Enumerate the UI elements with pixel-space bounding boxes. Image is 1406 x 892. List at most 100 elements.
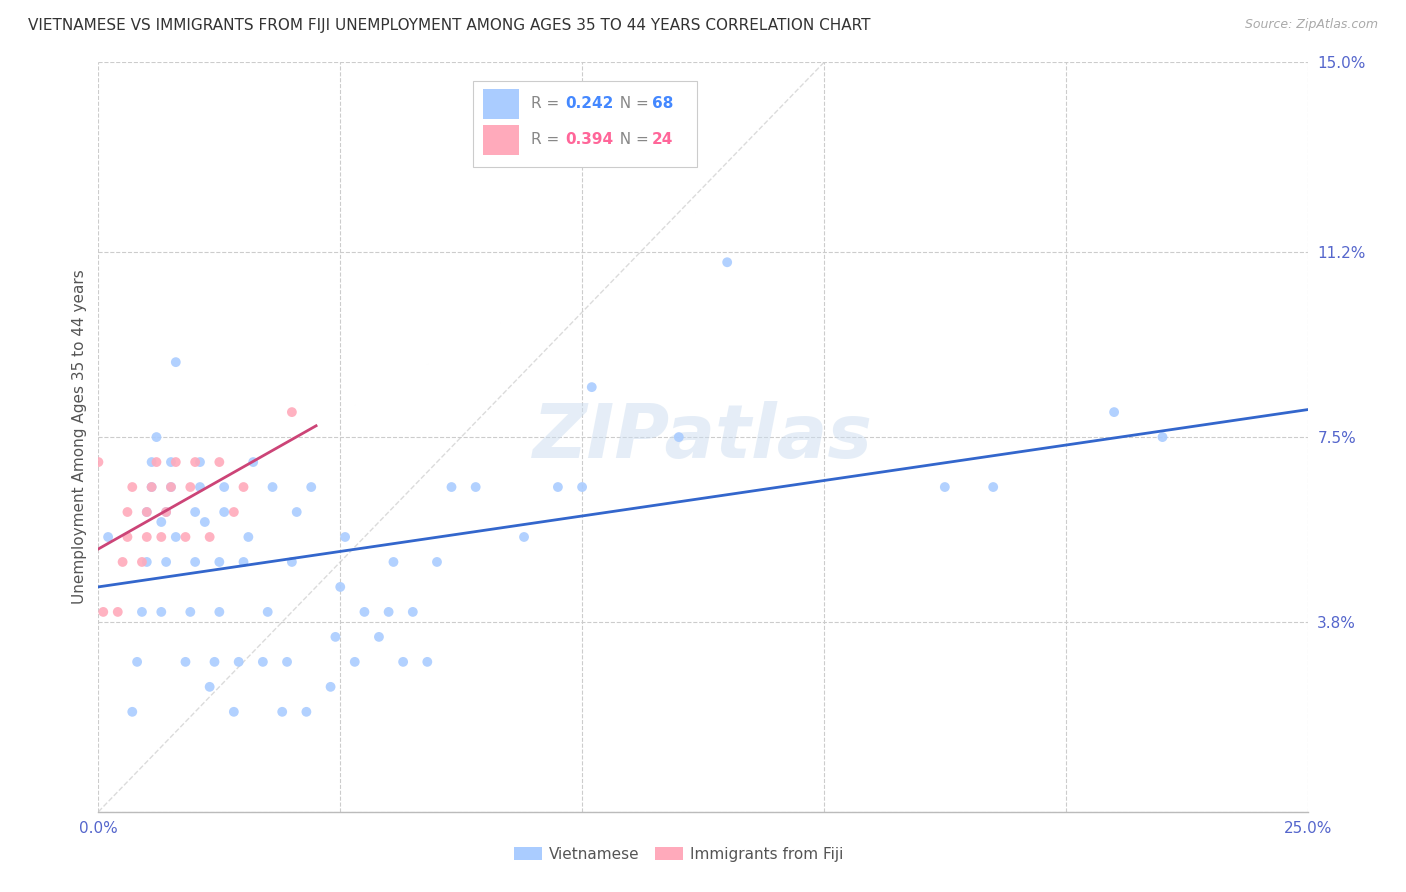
Text: Source: ZipAtlas.com: Source: ZipAtlas.com [1244, 18, 1378, 31]
Point [981, 480, 1004, 494]
Point [513, 530, 536, 544]
Point [174, 655, 197, 669]
Point [329, 580, 352, 594]
Point [131, 555, 153, 569]
Point [165, 355, 187, 369]
Point [135, 555, 157, 569]
Point [392, 655, 415, 669]
Point [276, 655, 298, 669]
Point [212, 480, 235, 494]
Point [165, 455, 187, 469]
Point [281, 555, 304, 569]
Point [238, 530, 260, 544]
Point [188, 480, 211, 494]
Point [121, 480, 143, 494]
Point [204, 655, 226, 669]
Text: N =: N = [610, 132, 654, 147]
Point [135, 505, 157, 519]
Point [208, 555, 231, 569]
Text: 0.394: 0.394 [565, 132, 613, 147]
Point [402, 605, 425, 619]
Point [121, 705, 143, 719]
Point [165, 530, 187, 544]
Point [547, 480, 569, 494]
Point [198, 530, 221, 544]
Point [716, 255, 738, 269]
Point [135, 505, 157, 519]
Point [1102, 405, 1125, 419]
Point [141, 455, 163, 469]
Text: 0.242: 0.242 [565, 96, 613, 112]
Point [1152, 430, 1174, 444]
FancyBboxPatch shape [482, 88, 519, 119]
Point [222, 505, 245, 519]
Point [150, 530, 173, 544]
Point [426, 555, 449, 569]
Point [127, 655, 149, 669]
Point [934, 480, 956, 494]
Text: R =: R = [531, 132, 564, 147]
Point [91, 605, 114, 619]
Point [145, 430, 167, 444]
Text: 24: 24 [652, 132, 673, 147]
Point [368, 630, 391, 644]
Point [141, 480, 163, 494]
Point [97, 530, 120, 544]
Point [135, 530, 157, 544]
Point [184, 455, 207, 469]
Point [150, 605, 173, 619]
Y-axis label: Unemployment Among Ages 35 to 44 years: Unemployment Among Ages 35 to 44 years [72, 269, 87, 605]
Point [174, 530, 197, 544]
Point [581, 380, 603, 394]
Point [107, 605, 129, 619]
Point [232, 555, 254, 569]
Point [228, 655, 250, 669]
Point [194, 515, 217, 529]
Point [155, 505, 177, 519]
Point [179, 480, 201, 494]
Point [377, 605, 399, 619]
Point [271, 705, 294, 719]
Point [208, 455, 231, 469]
Text: VIETNAMESE VS IMMIGRANTS FROM FIJI UNEMPLOYMENT AMONG AGES 35 TO 44 YEARS CORREL: VIETNAMESE VS IMMIGRANTS FROM FIJI UNEMP… [28, 18, 870, 33]
Point [179, 605, 201, 619]
Point [160, 480, 183, 494]
Legend: Vietnamese, Immigrants from Fiji: Vietnamese, Immigrants from Fiji [508, 840, 849, 868]
Point [198, 680, 221, 694]
Point [150, 515, 173, 529]
Point [343, 655, 366, 669]
Point [295, 705, 318, 719]
Point [242, 455, 264, 469]
Point [319, 680, 342, 694]
Point [208, 605, 231, 619]
FancyBboxPatch shape [482, 125, 519, 154]
Point [333, 530, 356, 544]
Point [440, 480, 463, 494]
Point [464, 480, 486, 494]
Point [155, 505, 177, 519]
Point [184, 555, 207, 569]
Point [262, 480, 284, 494]
Text: ZIPatlas: ZIPatlas [533, 401, 873, 474]
Point [117, 530, 139, 544]
Point [222, 705, 245, 719]
Point [232, 480, 254, 494]
Point [668, 430, 690, 444]
Text: R =: R = [531, 96, 564, 112]
Point [87, 455, 110, 469]
Point [285, 505, 308, 519]
Text: N =: N = [610, 96, 654, 112]
Point [141, 480, 163, 494]
Point [212, 505, 235, 519]
FancyBboxPatch shape [474, 81, 697, 168]
Point [256, 605, 278, 619]
Point [131, 605, 153, 619]
Point [160, 455, 183, 469]
Point [281, 405, 304, 419]
Point [145, 455, 167, 469]
Point [571, 480, 593, 494]
Point [353, 605, 375, 619]
Point [252, 655, 274, 669]
Point [382, 555, 405, 569]
Point [155, 555, 177, 569]
